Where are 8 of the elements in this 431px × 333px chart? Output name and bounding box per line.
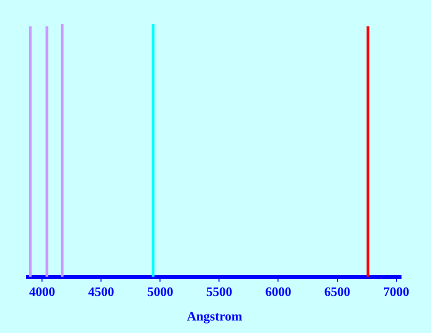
x-tick-label: 5000 [147, 284, 174, 299]
x-tick-label: 6000 [265, 284, 292, 299]
x-tick-label: 4500 [88, 284, 114, 299]
x-tick-label: 4000 [29, 284, 56, 299]
x-axis-title: Angstrom [186, 308, 242, 324]
x-tick-label: 6500 [324, 284, 350, 299]
x-tick-label: 5500 [206, 284, 232, 299]
x-tick-label: 7000 [383, 284, 410, 299]
